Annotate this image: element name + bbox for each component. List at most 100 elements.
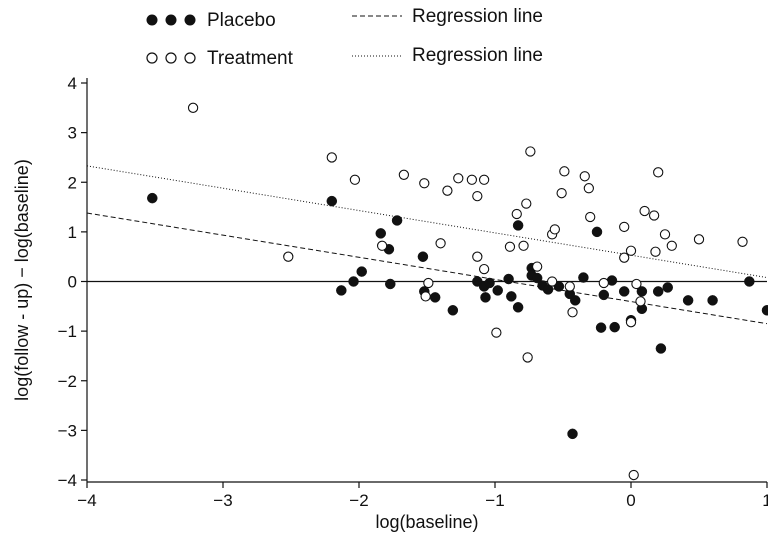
- legend-entry-dotted-regression: Regression line: [352, 45, 543, 66]
- treatment-point: [522, 352, 533, 363]
- x-tick-label: −1: [485, 491, 504, 510]
- placebo-point: [707, 295, 718, 306]
- data-points: [147, 102, 768, 481]
- treatment-point: [631, 278, 642, 290]
- treatment-point: [650, 246, 661, 257]
- treatment-point: [466, 174, 478, 185]
- x-tick-label: 0: [626, 491, 635, 510]
- treatment-point: [453, 173, 464, 184]
- treatment-point: [585, 211, 596, 223]
- placebo-point: [609, 321, 620, 333]
- y-tick-label: 2: [68, 173, 77, 192]
- treatment-point: [619, 252, 630, 263]
- treatment-point: [567, 307, 578, 318]
- treatment-point: [693, 234, 705, 245]
- treatment-point: [420, 291, 431, 302]
- y-tick-label: −3: [58, 421, 77, 440]
- y-axis-title: log(follow - up) − log(baseline): [12, 159, 32, 401]
- treatment-point: [532, 261, 543, 272]
- treatment-point: [639, 205, 650, 217]
- treatment-point: [491, 327, 502, 338]
- placebo-point: [591, 226, 603, 238]
- placebo-point: [480, 292, 491, 303]
- y-tick-label: 1: [68, 223, 77, 242]
- y-tick-label: −1: [58, 322, 77, 341]
- placebo-point: [744, 276, 755, 287]
- legend-marker-placebo-3: [184, 14, 196, 26]
- legend-marker-treatment-3: [184, 52, 196, 64]
- legend-entry-placebo: Placebo: [146, 10, 276, 31]
- y-tick-label: −2: [58, 372, 77, 391]
- treatment-point: [625, 245, 637, 256]
- x-tick-label: −4: [77, 491, 96, 510]
- treatment-point: [556, 188, 567, 199]
- treatment-point: [666, 240, 677, 251]
- treatment-point: [518, 240, 529, 251]
- placebo-point: [429, 292, 441, 303]
- legend-label-dotted-regression: Regression line: [412, 45, 543, 66]
- treatment-point: [478, 263, 490, 275]
- treatment-point: [423, 277, 434, 289]
- treatment-point: [628, 469, 639, 481]
- placebo-point: [492, 285, 503, 296]
- x-tick-label: −2: [349, 491, 368, 510]
- placebo-point: [356, 266, 367, 277]
- placebo-point: [417, 251, 429, 262]
- placebo-point: [652, 286, 664, 297]
- treatment-point: [326, 152, 337, 163]
- treatment-point: [625, 317, 637, 328]
- treatment-point: [583, 183, 594, 194]
- treatment-point: [398, 169, 410, 180]
- y-tick-label: 0: [68, 273, 77, 292]
- x-tick-label: −3: [213, 491, 232, 510]
- y-tick-label: 3: [68, 124, 77, 143]
- treatment-point: [525, 146, 536, 157]
- placebo-point: [506, 291, 517, 302]
- placebo-point: [595, 322, 607, 333]
- placebo-point: [569, 295, 581, 306]
- treatment-point: [442, 185, 453, 196]
- treatment-point: [659, 229, 671, 240]
- placebo-point: [385, 278, 396, 290]
- treatment-point: [472, 251, 483, 262]
- treatment-point: [376, 240, 388, 251]
- treatment-point: [187, 102, 199, 113]
- placebo-point: [447, 305, 459, 316]
- treatment-point: [579, 171, 590, 182]
- treatment-point: [511, 208, 522, 220]
- treatment-point: [648, 210, 660, 221]
- treatment-point: [598, 277, 609, 289]
- treatment-point: [472, 190, 483, 202]
- legend-marker-placebo-2: [165, 14, 177, 26]
- regression-line-dotted: [87, 165, 767, 279]
- legend-entry-treatment: Treatment: [146, 48, 294, 69]
- legend: Placebo Treatment Regression line Regres…: [146, 6, 543, 69]
- legend-marker-treatment-2: [165, 52, 177, 64]
- placebo-point: [336, 285, 347, 296]
- placebo-point: [375, 228, 387, 239]
- x-axis-ticks: −4 −3 −2 −1 0 1: [77, 482, 768, 510]
- placebo-point: [503, 273, 514, 285]
- treatment-point: [737, 236, 748, 247]
- treatment-point: [559, 166, 570, 177]
- treatment-point: [564, 281, 575, 292]
- placebo-point: [578, 272, 589, 283]
- treatment-point: [635, 296, 646, 307]
- legend-label-placebo: Placebo: [207, 10, 276, 31]
- placebo-point: [391, 215, 403, 226]
- placebo-point: [531, 272, 543, 284]
- placebo-point: [512, 302, 524, 313]
- treatment-point: [549, 224, 560, 235]
- treatment-point: [546, 276, 558, 287]
- treatment-point: [435, 238, 446, 249]
- treatment-point: [504, 241, 516, 252]
- placebo-point: [567, 428, 578, 440]
- placebo-point: [147, 192, 158, 204]
- placebo-point: [655, 343, 667, 354]
- placebo-point: [761, 305, 768, 316]
- placebo-point: [662, 282, 673, 293]
- legend-marker-treatment-1: [146, 52, 158, 64]
- y-axis-ticks: −4 −3 −2 −1 0 1 2 3 4: [58, 74, 87, 490]
- legend-marker-placebo-1: [146, 14, 158, 26]
